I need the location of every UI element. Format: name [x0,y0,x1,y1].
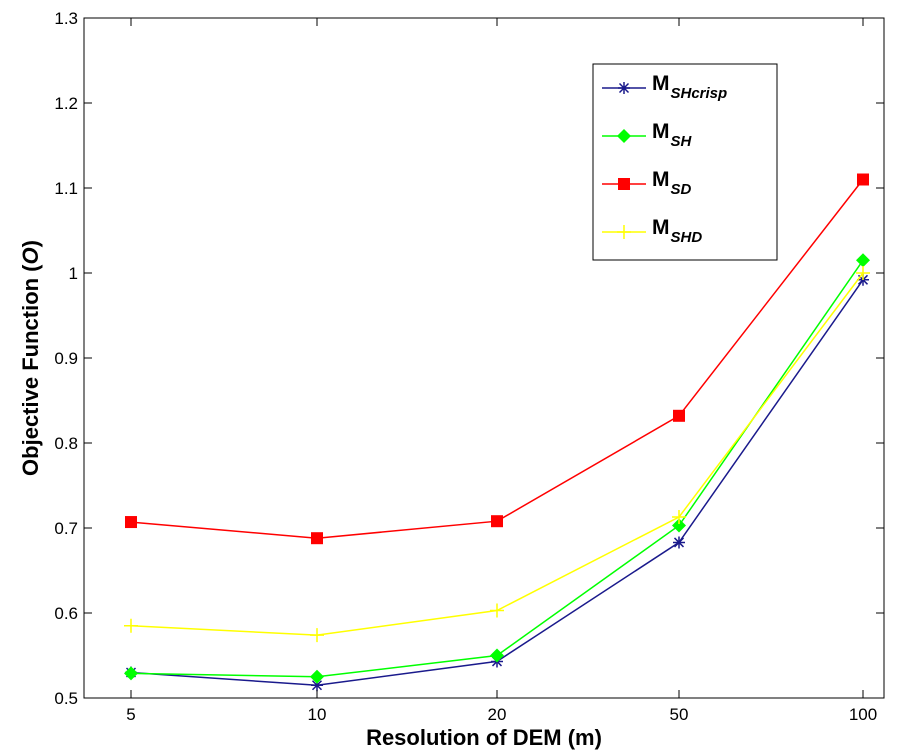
ticks-layer: 0.5 0.6 0.7 0.8 0.9 1 1.1 1.2 1.3 5 10 20 50 100 [54,9,884,724]
y-axis-title: Objective Function (O) [18,240,43,476]
x-tick-label: 100 [849,705,877,724]
legend-label: MSD [652,168,692,198]
data-point [490,603,504,618]
data-point [856,253,870,268]
legend-entry-sh: MSH [602,120,693,150]
legend: MSHcrisp MSH MSD MSHD [592,63,778,261]
y-tick-label: 1.2 [54,94,78,113]
legend-marker [618,178,630,190]
data-point [311,679,323,692]
x-tick-label: 5 [126,705,135,724]
legend-label: MSH [652,120,693,150]
data-point [490,648,504,663]
x-axis-title: Resolution of DEM (m) [366,725,602,750]
y-tick-label: 0.5 [54,689,78,708]
data-point [311,532,323,545]
y-tick-label: 1.1 [54,179,78,198]
x-tick-label: 10 [308,705,327,724]
series-shd [124,266,870,643]
legend-marker [617,129,631,143]
data-point [673,536,685,549]
legend-entry-shcrisp: MSHcrisp [602,72,727,102]
series-sd [125,173,869,545]
y-tick-label: 1 [69,264,78,283]
data-point [124,618,138,633]
data-point [856,266,870,280]
legend-marker [618,82,630,94]
legend-entry-sd: MSD [602,168,692,198]
x-tick-label: 20 [488,705,507,724]
data-point [857,173,869,186]
data-point [673,409,685,422]
y-tick-label: 0.7 [54,519,78,538]
legend-label: MSHcrisp [652,72,727,102]
legend-label: MSHD [652,216,702,246]
legend-entry-shd: MSHD [602,216,702,246]
y-tick-label: 0.6 [54,604,78,623]
legend-marker [617,225,631,239]
data-point [125,516,137,529]
data-point [310,669,324,684]
y-tick-label: 0.8 [54,434,78,453]
y-tick-label: 1.3 [54,9,78,28]
data-point [124,666,138,681]
y-tick-label: 0.9 [54,349,78,368]
data-point [310,628,324,643]
data-point [672,509,686,524]
series-sh [124,253,870,684]
data-point [672,518,686,533]
data-point [491,515,503,528]
x-tick-label: 50 [670,705,689,724]
series-layer [124,173,870,692]
